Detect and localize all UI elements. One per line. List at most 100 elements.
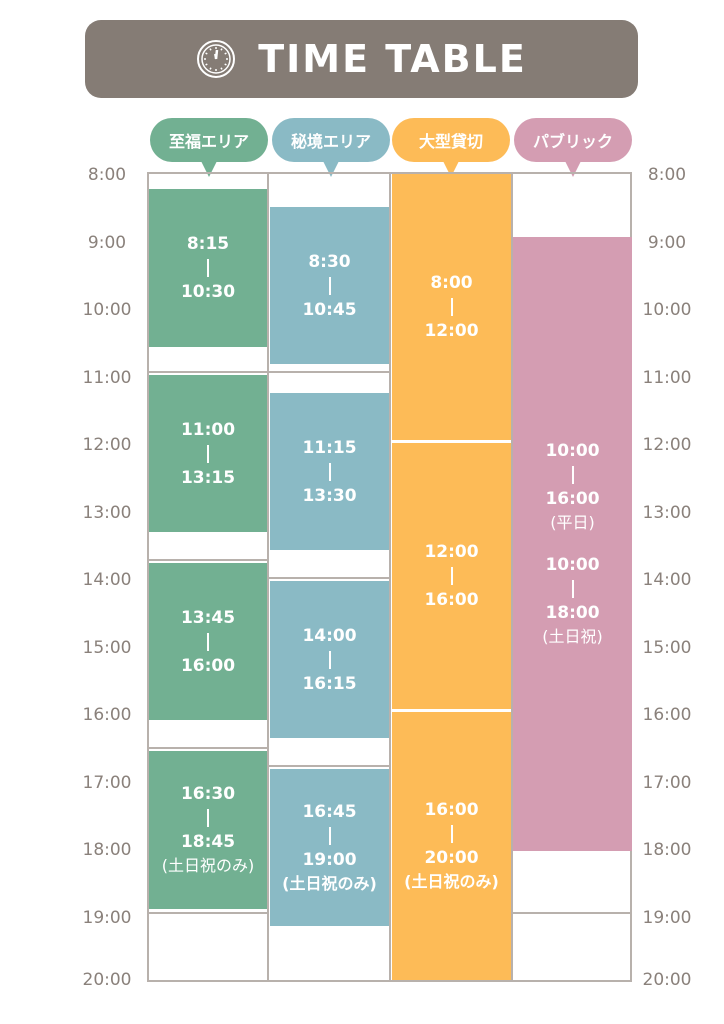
slot-shifuku-3: 13:45 16:00 [149,563,267,720]
area-tag-ogata: 大型貸切 [392,118,510,177]
slot-note: (土日祝のみ) [404,872,499,891]
hour-label: 20:00 [642,970,692,990]
slot-separator [207,444,209,463]
slot-ogata-2: 12:00 16:00 [392,443,511,709]
slot-end: 10:30 [180,282,236,302]
slot-hikyo-2: 11:15 13:30 [270,393,389,550]
hour-label: 11:00 [642,367,692,388]
slot-end: 12:00 [424,321,479,341]
row-divider [512,912,632,914]
hour-label: 17:00 [642,772,692,793]
slot-start: 13:45 [180,607,236,628]
slot-hikyo-4: 16:45 19:00 (土日祝のみ) [270,769,389,926]
slot-start: 12:00 [424,542,479,562]
slot-separator [207,809,209,827]
row-divider [147,559,268,561]
slot-end: 10:45 [302,299,357,320]
row-divider [268,765,390,767]
slot-end: 19:00 [302,849,357,870]
slot-separator [450,298,453,316]
row-divider [147,912,268,914]
hour-label: 15:00 [642,637,692,658]
slot-start: 10:00 [545,555,600,575]
slot-end: 18:00 [545,603,600,623]
area-tag-hikyo: 秘境エリア [272,118,390,177]
slot-public: 10:00 16:00 (平日) 10:00 18:00 (土日祝) [513,237,632,851]
slot-start: 16:45 [302,801,357,822]
slot-end: 18:45 [180,832,236,852]
hour-label: 18:00 [82,840,132,860]
slot-end: 13:15 [180,467,236,488]
hour-label: 19:00 [642,907,692,928]
slot-start: 16:00 [424,800,479,820]
area-tag-public: パブリック [514,118,632,177]
hour-label: 14:00 [642,570,692,590]
clock-icon [197,40,236,78]
slot-start: 11:00 [180,419,236,440]
slot-end: 13:30 [302,485,357,506]
hour-label: 9:00 [647,232,687,253]
slot-ogata-1: 8:00 12:00 [392,174,511,440]
hour-label: 10:00 [642,300,692,320]
row-divider [268,577,390,579]
slot-hikyo-1: 8:30 10:45 [270,207,389,364]
slot-separator [328,826,331,845]
slot-start: 8:00 [430,273,473,293]
slot-separator [571,466,574,484]
hour-label: 16:00 [642,705,692,725]
slot-start: 11:15 [302,437,357,458]
slot-note: (土日祝) [542,627,603,646]
slot-end: 20:00 [424,848,479,868]
hour-label: 12:00 [82,435,132,455]
slot-shifuku-4: 16:30 18:45 (土日祝のみ) [149,751,267,909]
hour-label: 8:00 [647,165,687,185]
hour-label: 13:00 [82,502,132,523]
area-tag-shifuku: 至福エリア [150,118,268,177]
hour-label: 19:00 [82,907,132,928]
slot-start: 16:30 [180,784,236,804]
row-divider [147,371,268,373]
row-divider [147,747,268,749]
slot-start: 14:00 [302,625,357,646]
slot-note: (土日祝のみ) [282,873,377,893]
hour-label: 20:00 [82,970,132,990]
column-divider [389,172,391,982]
slot-shifuku-1: 8:15 10:30 [149,189,267,347]
column-divider [511,172,513,982]
hour-label: 16:00 [82,705,132,725]
hour-label: 9:00 [87,232,127,253]
slot-start: 8:30 [308,251,351,272]
row-divider [268,371,390,373]
timetable-header: TIME TABLE [85,20,638,98]
hour-label: 17:00 [82,772,132,793]
public-holiday-hours: 10:00 18:00 (土日祝) [542,553,603,649]
slot-note: (土日祝のみ) [161,856,255,875]
slot-separator [328,276,331,295]
hour-label: 18:00 [642,840,692,860]
page-title: TIME TABLE [258,37,527,81]
slot-separator [207,632,209,651]
slot-end: 16:00 [545,489,600,509]
slot-end: 16:15 [302,673,357,694]
slot-note: (平日) [550,513,595,532]
slot-separator [450,825,453,843]
public-weekday-hours: 10:00 16:00 (平日) [545,439,599,535]
slot-start: 8:15 [186,234,230,254]
hour-label: 10:00 [82,300,132,320]
slot-separator [328,462,331,481]
slot-ogata-3: 16:00 20:00 (土日祝のみ) [392,712,511,980]
hour-label: 12:00 [642,435,692,455]
slot-end: 16:00 [180,655,236,676]
slot-hikyo-3: 14:00 16:15 [270,581,389,738]
hour-label: 8:00 [87,165,127,185]
slot-separator [450,567,453,585]
slot-separator [328,650,331,669]
hour-label: 11:00 [82,367,132,388]
slot-start: 10:00 [545,441,600,461]
hour-label: 14:00 [82,570,132,590]
hour-label: 15:00 [82,637,132,658]
slot-end: 16:00 [424,590,479,610]
slot-shifuku-2: 11:00 13:15 [149,375,267,532]
slot-separator [207,259,209,277]
slot-separator [571,580,574,598]
